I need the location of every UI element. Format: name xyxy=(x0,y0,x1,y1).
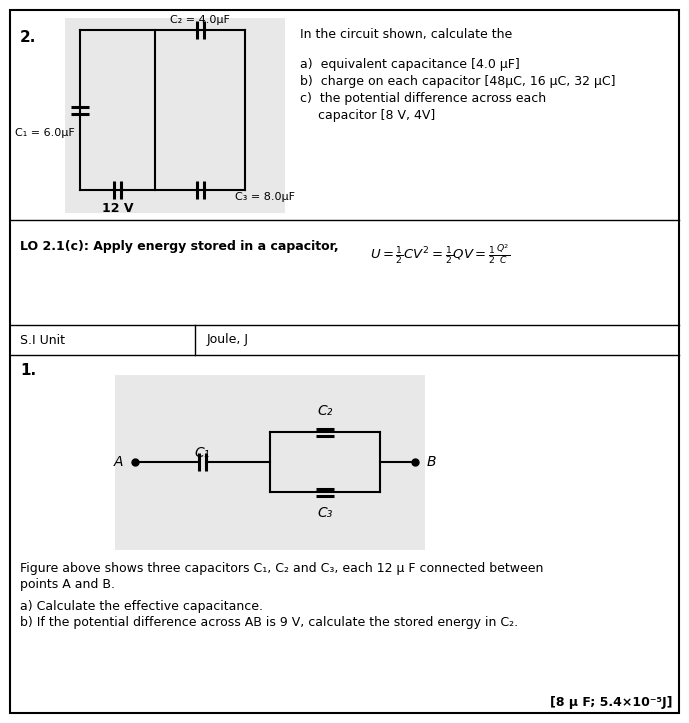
Text: B: B xyxy=(427,455,437,469)
Text: Figure above shows three capacitors C₁, C₂ and C₃, each 12 μ F connected between: Figure above shows three capacitors C₁, … xyxy=(20,562,544,575)
Text: C₁: C₁ xyxy=(195,446,210,460)
Text: [8 μ F; 5.4×10⁻⁵J]: [8 μ F; 5.4×10⁻⁵J] xyxy=(551,696,673,709)
Text: points A and B.: points A and B. xyxy=(20,578,115,591)
Text: 12 V: 12 V xyxy=(102,202,133,215)
Text: S.I Unit: S.I Unit xyxy=(20,333,65,346)
Text: 2.: 2. xyxy=(20,30,37,45)
Bar xyxy=(115,375,425,550)
Text: In the circuit shown, calculate the: In the circuit shown, calculate the xyxy=(300,28,512,41)
Text: 1.: 1. xyxy=(20,363,36,378)
Text: C₂: C₂ xyxy=(318,404,333,418)
Text: C₃: C₃ xyxy=(318,506,333,520)
Text: capacitor [8 V, 4V]: capacitor [8 V, 4V] xyxy=(318,109,435,122)
Text: C₁ = 6.0μF: C₁ = 6.0μF xyxy=(15,128,75,138)
Bar xyxy=(65,18,285,213)
Text: C₂ = 4.0μF: C₂ = 4.0μF xyxy=(170,15,230,25)
Text: c)  the potential difference across each: c) the potential difference across each xyxy=(300,92,546,105)
Text: b) If the potential difference across AB is 9 V, calculate the stored energy in : b) If the potential difference across AB… xyxy=(20,616,518,629)
Text: $U = \frac{1}{2}CV^2 = \frac{1}{2}QV = \frac{1}{2}\frac{Q^2}{C}$: $U = \frac{1}{2}CV^2 = \frac{1}{2}QV = \… xyxy=(370,242,511,265)
Text: b)  charge on each capacitor [48μC, 16 μC, 32 μC]: b) charge on each capacitor [48μC, 16 μC… xyxy=(300,75,615,88)
Text: a) Calculate the effective capacitance.: a) Calculate the effective capacitance. xyxy=(20,600,263,613)
Text: A: A xyxy=(114,455,123,469)
Text: C₃ = 8.0μF: C₃ = 8.0μF xyxy=(235,192,295,202)
Text: a)  equivalent capacitance [4.0 μF]: a) equivalent capacitance [4.0 μF] xyxy=(300,58,520,71)
Text: LO 2.1(c): Apply energy stored in a capacitor,: LO 2.1(c): Apply energy stored in a capa… xyxy=(20,240,338,253)
Text: Joule, J: Joule, J xyxy=(207,333,249,346)
